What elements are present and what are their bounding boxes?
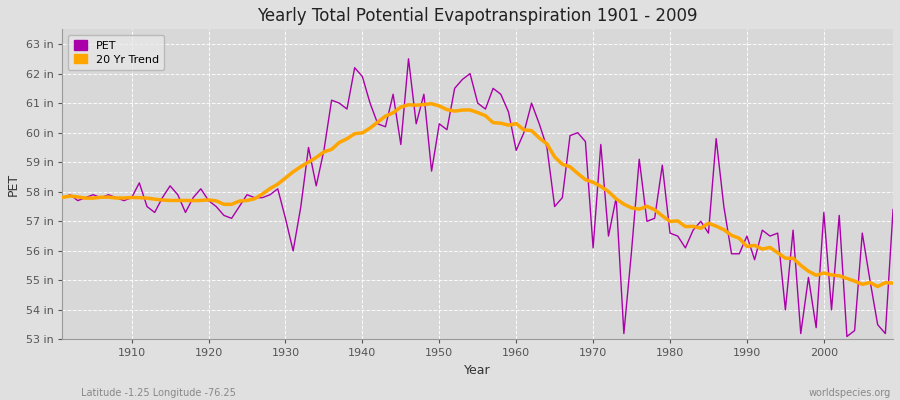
20 Yr Trend xyxy=(518,128,529,132)
X-axis label: Year: Year xyxy=(464,364,491,377)
PET xyxy=(887,207,898,212)
20 Yr Trend xyxy=(427,101,437,106)
20 Yr Trend xyxy=(57,195,68,200)
PET xyxy=(403,56,414,61)
Title: Yearly Total Potential Evapotranspiration 1901 - 2009: Yearly Total Potential Evapotranspiratio… xyxy=(257,7,698,25)
20 Yr Trend xyxy=(334,140,345,145)
Y-axis label: PET: PET xyxy=(7,173,20,196)
PET xyxy=(518,130,529,135)
Text: Latitude -1.25 Longitude -76.25: Latitude -1.25 Longitude -76.25 xyxy=(81,388,236,398)
20 Yr Trend xyxy=(119,196,130,200)
20 Yr Trend xyxy=(288,170,299,174)
Line: 20 Yr Trend: 20 Yr Trend xyxy=(62,104,893,286)
20 Yr Trend xyxy=(611,196,622,201)
PET xyxy=(842,334,852,339)
20 Yr Trend xyxy=(872,284,883,289)
Line: PET: PET xyxy=(62,59,893,336)
PET xyxy=(611,195,622,200)
PET xyxy=(334,101,345,106)
PET xyxy=(288,248,299,253)
20 Yr Trend xyxy=(511,121,522,126)
20 Yr Trend xyxy=(887,281,898,286)
PET xyxy=(57,195,68,200)
Text: worldspecies.org: worldspecies.org xyxy=(809,388,891,398)
Legend: PET, 20 Yr Trend: PET, 20 Yr Trend xyxy=(68,35,165,70)
PET xyxy=(119,198,130,203)
PET xyxy=(511,148,522,153)
